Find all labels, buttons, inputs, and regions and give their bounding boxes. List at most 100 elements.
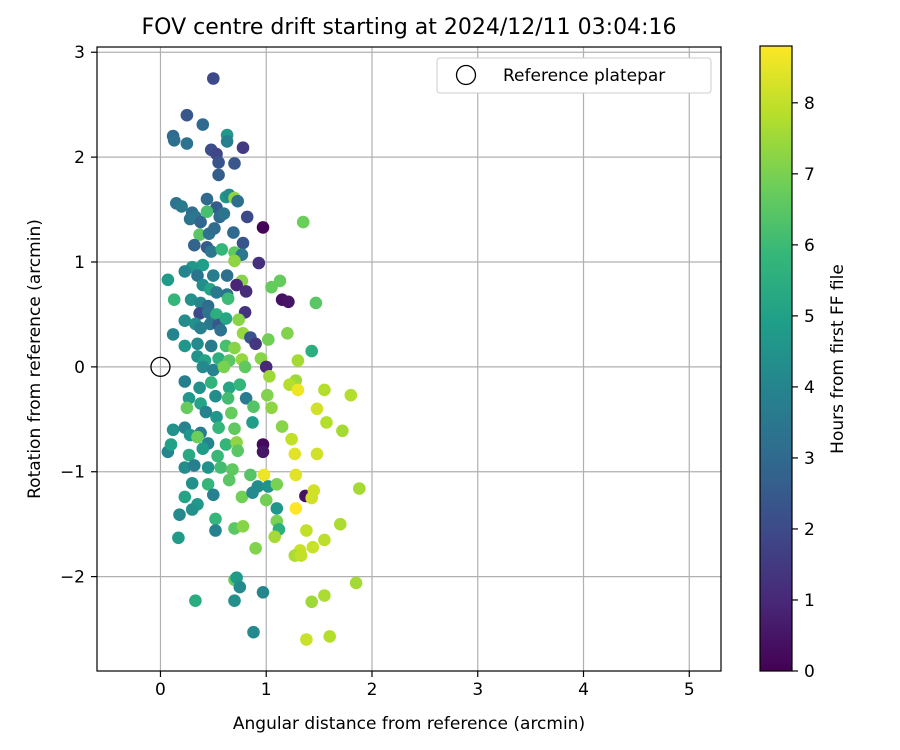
data-point xyxy=(236,520,250,533)
data-point xyxy=(247,625,260,639)
data-point xyxy=(306,540,320,554)
data-point xyxy=(212,421,225,435)
data-point xyxy=(196,118,210,131)
data-point xyxy=(226,463,239,476)
data-point xyxy=(207,363,220,377)
x-tick-label: 5 xyxy=(684,680,695,700)
data-point xyxy=(256,221,270,234)
data-point xyxy=(217,360,231,374)
data-point xyxy=(196,442,210,456)
data-point xyxy=(193,381,206,395)
data-point xyxy=(291,354,305,367)
x-axis-label: Angular distance from reference (arcmin) xyxy=(233,714,585,734)
data-point xyxy=(199,405,213,419)
data-point xyxy=(219,438,233,451)
colorbar-tick-label: 6 xyxy=(804,236,815,256)
data-point xyxy=(196,360,210,374)
x-tick-label: 3 xyxy=(472,680,483,700)
data-point xyxy=(294,549,308,562)
data-point xyxy=(291,383,305,397)
plot-frame xyxy=(96,46,722,672)
data-point xyxy=(310,402,324,416)
colorbar-gradient xyxy=(759,45,793,672)
data-point xyxy=(270,502,284,515)
data-point xyxy=(175,200,188,213)
legend-box xyxy=(436,57,712,94)
data-point xyxy=(305,491,319,505)
data-point xyxy=(318,589,331,602)
data-point xyxy=(268,530,282,544)
data-point xyxy=(246,416,259,429)
data-point xyxy=(209,389,222,403)
data-point xyxy=(194,321,207,335)
data-point xyxy=(209,512,222,526)
data-point xyxy=(228,594,241,607)
colorbar-tick-label: 0 xyxy=(804,662,815,682)
data-point xyxy=(236,236,250,250)
x-tick-label: 2 xyxy=(367,680,378,700)
data-point xyxy=(239,392,253,405)
x-ticks: 0 1 2 3 4 5 xyxy=(155,671,695,700)
data-point xyxy=(164,438,178,451)
data-point xyxy=(300,633,313,646)
data-point xyxy=(210,410,223,424)
data-point xyxy=(257,468,271,482)
data-point xyxy=(210,286,223,299)
data-point xyxy=(178,490,192,504)
data-point xyxy=(194,215,207,229)
data-point xyxy=(166,423,180,437)
colorbar-tick-label: 1 xyxy=(804,591,815,611)
data-point xyxy=(189,594,202,607)
legend-label: Reference platepar xyxy=(503,66,665,86)
data-point xyxy=(207,488,220,502)
data-point xyxy=(232,313,245,327)
data-point xyxy=(214,461,227,474)
data-point xyxy=(275,420,289,433)
data-point xyxy=(262,333,275,346)
data-point xyxy=(222,381,236,395)
data-point xyxy=(188,238,201,252)
reference-platepar-point xyxy=(150,356,171,378)
data-point xyxy=(204,376,218,389)
data-point xyxy=(220,135,234,148)
data-point xyxy=(228,254,241,268)
data-point xyxy=(305,595,319,609)
legend: Reference platepar xyxy=(436,57,712,94)
data-point xyxy=(228,422,241,436)
data-point xyxy=(336,424,349,438)
colorbar-label: Hours from first FF file xyxy=(828,264,848,454)
data-point xyxy=(309,296,323,310)
data-point xyxy=(185,503,199,516)
data-point xyxy=(263,370,276,383)
data-point xyxy=(182,448,196,462)
legend-marker-icon xyxy=(455,64,477,86)
data-point xyxy=(305,344,319,358)
y-tick-label: −1 xyxy=(60,463,85,483)
data-point xyxy=(178,339,192,353)
data-point xyxy=(281,327,294,340)
data-point xyxy=(296,215,310,229)
data-point xyxy=(204,245,218,258)
data-point xyxy=(256,586,270,599)
data-point xyxy=(200,205,214,218)
colorbar-tick-label: 4 xyxy=(804,378,815,398)
data-point xyxy=(180,137,194,150)
y-tick-label: −2 xyxy=(60,568,85,588)
data-point xyxy=(215,243,229,256)
data-point xyxy=(209,524,222,537)
colorbar: 0 1 2 3 4 5 6 7 8 Hours from first FF file xyxy=(759,45,848,682)
colorbar-tick-label: 7 xyxy=(804,165,815,185)
data-point xyxy=(200,192,214,206)
data-point xyxy=(184,293,198,307)
data-point xyxy=(212,168,225,182)
y-tick-label: 2 xyxy=(74,148,85,168)
data-point xyxy=(310,447,324,461)
data-point xyxy=(167,293,181,307)
x-tick-label: 1 xyxy=(261,680,272,700)
data-point xyxy=(191,430,204,444)
data-point xyxy=(265,401,278,415)
colorbar-tick-label: 8 xyxy=(804,94,815,114)
data-point xyxy=(221,392,235,405)
data-point xyxy=(349,576,363,590)
